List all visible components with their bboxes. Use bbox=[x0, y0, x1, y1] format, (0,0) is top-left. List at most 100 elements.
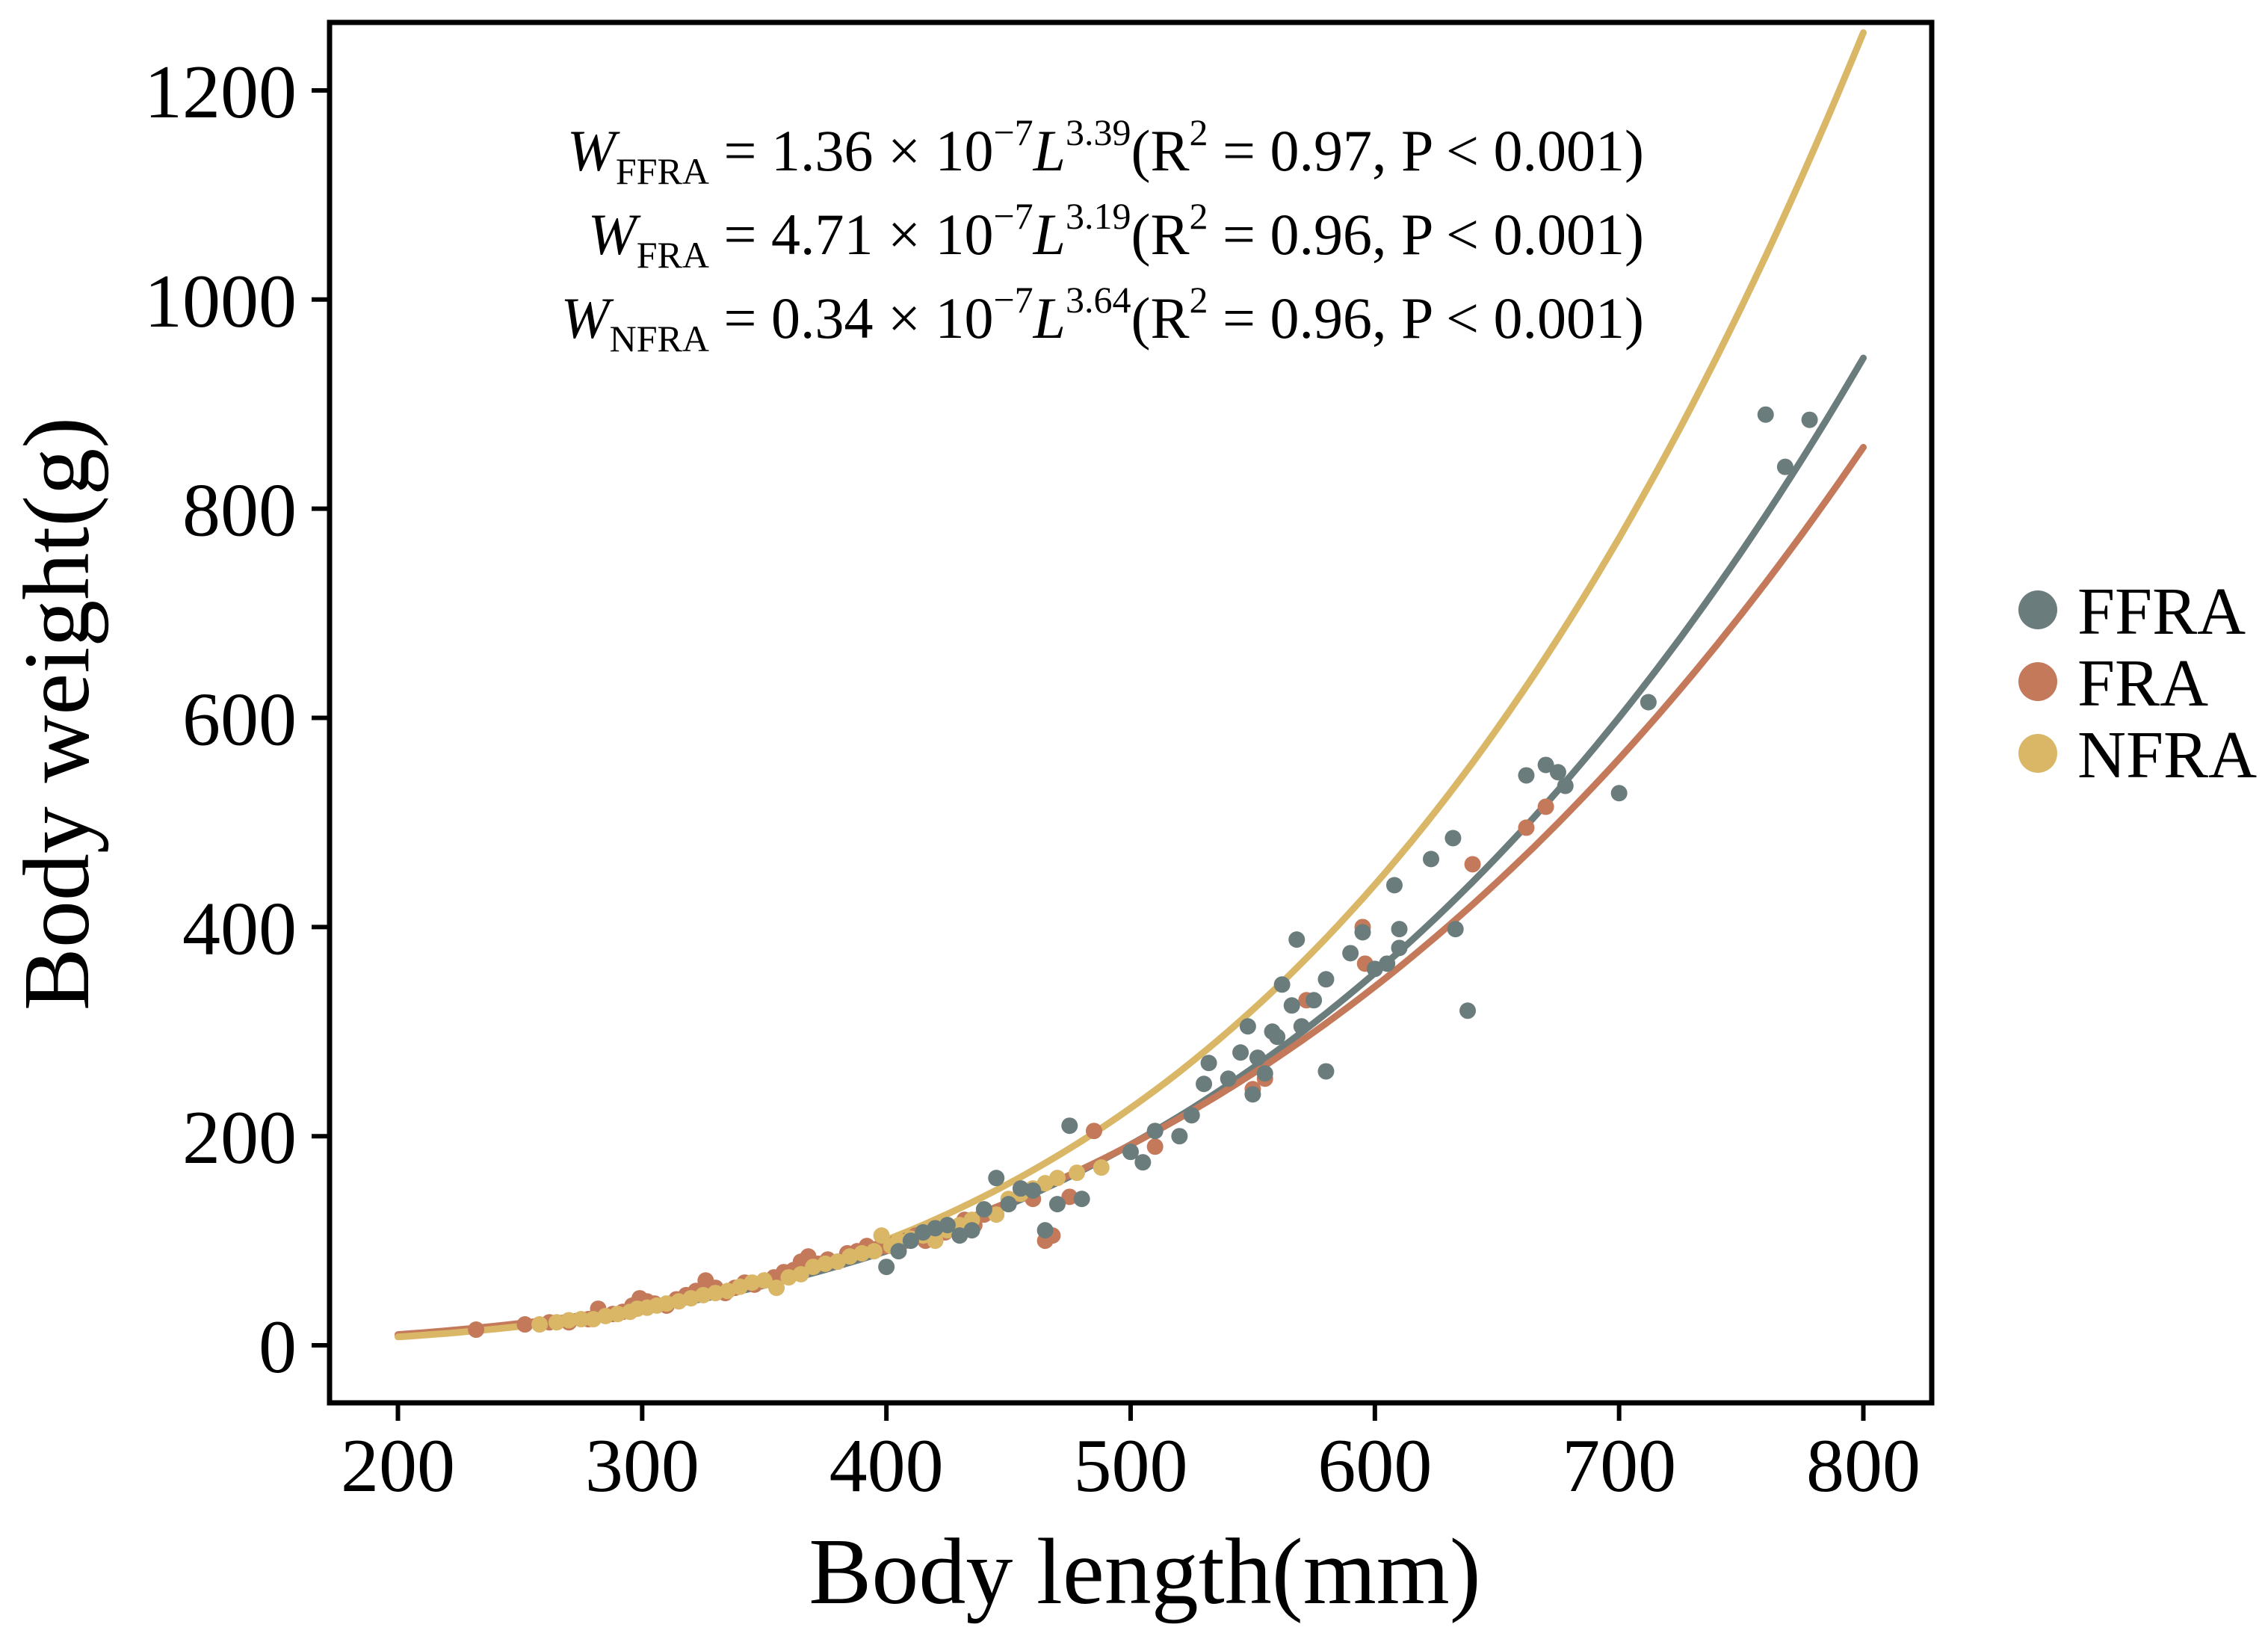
legend-marker-fra bbox=[2018, 662, 2057, 701]
point-ffra bbox=[1549, 764, 1566, 781]
point-ffra bbox=[1239, 1018, 1256, 1035]
point-ffra bbox=[1391, 921, 1408, 938]
point-ffra bbox=[902, 1232, 919, 1250]
point-nfra bbox=[817, 1255, 834, 1272]
y-tick-label: 600 bbox=[182, 677, 297, 762]
point-ffra bbox=[1379, 955, 1396, 972]
data-points bbox=[468, 406, 1818, 1339]
point-ffra bbox=[1183, 1107, 1200, 1124]
y-tick-label: 1000 bbox=[144, 259, 297, 344]
point-ffra bbox=[1317, 1063, 1335, 1080]
point-nfra bbox=[560, 1312, 578, 1329]
point-ffra bbox=[963, 1222, 980, 1239]
point-ffra bbox=[1757, 406, 1774, 423]
x-tick-label: 600 bbox=[1317, 1424, 1432, 1508]
point-ffra bbox=[1073, 1191, 1090, 1208]
point-ffra bbox=[988, 1170, 1005, 1187]
point-ffra bbox=[1354, 924, 1371, 941]
point-ffra bbox=[1171, 1128, 1188, 1145]
y-tick-label: 1200 bbox=[144, 50, 297, 135]
legend-label-fra: FRA bbox=[2077, 646, 2208, 720]
point-ffra bbox=[1447, 921, 1464, 938]
point-fra bbox=[1464, 856, 1481, 873]
y-axis-label: Body weight(g) bbox=[5, 417, 109, 1010]
point-ffra bbox=[1423, 851, 1439, 868]
equations: WFFRA = 1.36 × 10−7L3.39(R2 = 0.97, P < … bbox=[561, 111, 1644, 359]
point-ffra bbox=[1557, 777, 1574, 794]
point-fra bbox=[1061, 1188, 1078, 1206]
point-ffra bbox=[1317, 971, 1335, 988]
point-ffra bbox=[1537, 756, 1554, 774]
point-ffra bbox=[1342, 945, 1359, 962]
point-ffra bbox=[878, 1259, 895, 1276]
point-ffra bbox=[1244, 1086, 1261, 1103]
point-nfra bbox=[548, 1314, 565, 1331]
point-ffra bbox=[1196, 1075, 1213, 1093]
point-fra bbox=[468, 1321, 485, 1339]
point-ffra bbox=[1518, 767, 1535, 784]
point-ffra bbox=[1306, 992, 1323, 1009]
x-tick-label: 500 bbox=[1074, 1424, 1188, 1508]
plot-frame bbox=[327, 19, 1935, 1406]
point-ffra bbox=[1288, 931, 1306, 948]
point-ffra bbox=[939, 1217, 956, 1234]
x-tick-label: 300 bbox=[585, 1424, 699, 1508]
point-ffra bbox=[1220, 1070, 1237, 1087]
point-ffra bbox=[1134, 1154, 1152, 1171]
point-ffra bbox=[1232, 1044, 1249, 1061]
point-ffra bbox=[1200, 1055, 1217, 1072]
point-nfra bbox=[744, 1274, 761, 1291]
point-nfra bbox=[927, 1232, 944, 1250]
point-fra bbox=[516, 1316, 534, 1333]
x-tick-label: 700 bbox=[1562, 1424, 1676, 1508]
point-nfra bbox=[531, 1316, 549, 1333]
point-ffra bbox=[1061, 1117, 1078, 1135]
point-nfra bbox=[695, 1286, 712, 1303]
point-ffra bbox=[975, 1201, 992, 1218]
point-ffra bbox=[1256, 1065, 1273, 1082]
point-ffra bbox=[1776, 458, 1793, 475]
point-nfra bbox=[792, 1265, 809, 1283]
fit-equation: WFRA = 4.71 × 10−7L3.19(R2 = 0.96, P < 0… bbox=[588, 195, 1644, 276]
point-ffra bbox=[1269, 1028, 1286, 1046]
point-fra bbox=[1085, 1123, 1102, 1140]
y-axis: 0 200 400 600 800 1000 1200 bbox=[144, 50, 330, 1389]
legend-marker-nfra bbox=[2018, 734, 2057, 773]
point-fra bbox=[1537, 798, 1554, 815]
point-nfra bbox=[1093, 1159, 1110, 1176]
fit-equation: WFFRA = 1.36 × 10−7L3.39(R2 = 0.97, P < … bbox=[567, 111, 1644, 192]
point-ffra bbox=[1391, 939, 1408, 957]
point-ffra bbox=[1444, 830, 1462, 847]
x-tick-label: 400 bbox=[829, 1424, 944, 1508]
point-ffra bbox=[1293, 1018, 1310, 1035]
point-fra bbox=[1146, 1138, 1164, 1155]
point-fra bbox=[1518, 819, 1535, 836]
fit-equation: WNFRA = 0.34 × 10−7L3.64(R2 = 0.96, P < … bbox=[561, 279, 1644, 359]
x-axis: 200 300 400 500 600 700 800 bbox=[341, 1403, 1921, 1508]
point-nfra bbox=[609, 1306, 626, 1323]
point-nfra bbox=[707, 1285, 724, 1302]
point-ffra bbox=[1048, 1196, 1066, 1213]
y-tick-label: 0 bbox=[259, 1305, 297, 1389]
point-ffra bbox=[1640, 694, 1657, 711]
point-ffra bbox=[1385, 877, 1403, 894]
legend-label-ffra: FFRA bbox=[2077, 575, 2246, 649]
point-ffra bbox=[1036, 1222, 1054, 1239]
point-nfra bbox=[658, 1295, 676, 1312]
point-nfra bbox=[873, 1227, 890, 1244]
point-nfra bbox=[1048, 1170, 1066, 1187]
x-tick-label: 800 bbox=[1806, 1424, 1921, 1508]
point-ffra bbox=[1146, 1123, 1164, 1140]
point-ffra bbox=[1801, 411, 1818, 428]
x-axis-label: Body length(mm) bbox=[809, 1520, 1480, 1624]
point-nfra bbox=[572, 1311, 590, 1328]
point-ffra bbox=[1283, 997, 1300, 1014]
y-tick-label: 800 bbox=[182, 469, 297, 553]
y-tick-label: 400 bbox=[182, 886, 297, 971]
legend-marker-ffra bbox=[2018, 590, 2057, 629]
legend-label-nfra: NFRA bbox=[2077, 718, 2257, 792]
point-ffra bbox=[1025, 1182, 1042, 1199]
